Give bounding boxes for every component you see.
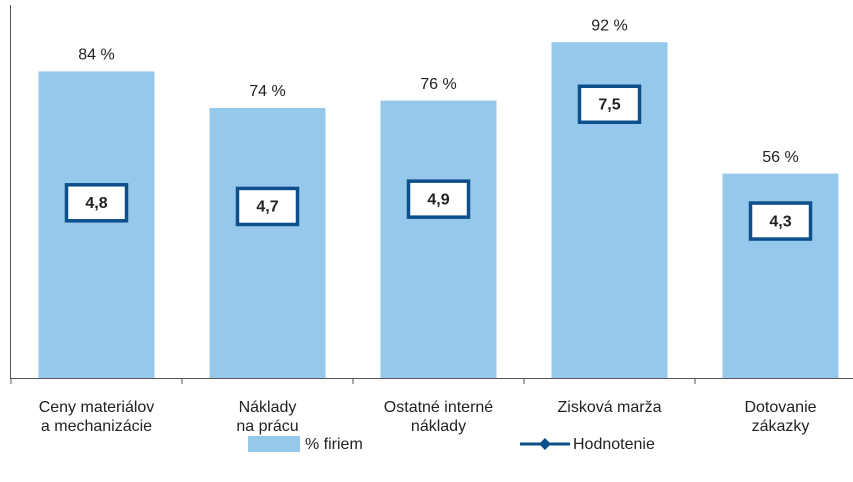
x-tick-label: Zisková marža [557,399,662,416]
rating-label: 4,9 [427,191,449,208]
bar [209,107,326,379]
legend-swatch [248,436,300,452]
bar [380,100,497,378]
rating-marker [748,201,813,241]
legend-diamond [539,438,551,450]
rating-label: 4,7 [256,199,278,216]
rating-marker [577,84,642,124]
bar [38,71,155,379]
rating-marker [64,183,129,223]
bar-value-label: 92 % [591,17,627,34]
legend-label: % firiem [305,436,363,453]
bar-value-label: 56 % [762,149,798,166]
rating-label: 7,5 [598,96,620,113]
x-tick-label: Náklady na prácu [236,399,299,435]
bar-value-label: 84 % [78,47,114,64]
rating-label: 4,3 [769,213,791,230]
x-tick-label: Ceny materiálov a mechanizácie [38,399,155,435]
legend-label: Hodnotenie [573,436,655,453]
rating-label: 4,8 [85,195,107,212]
bar-value-label: 76 % [420,76,456,93]
bar-value-label: 74 % [249,83,285,100]
x-tick-label: Ostatné interné náklady [383,399,494,435]
x-tick-label: Dotovanie zákazky [744,399,817,435]
rating-marker [406,179,471,219]
rating-marker [235,186,300,227]
